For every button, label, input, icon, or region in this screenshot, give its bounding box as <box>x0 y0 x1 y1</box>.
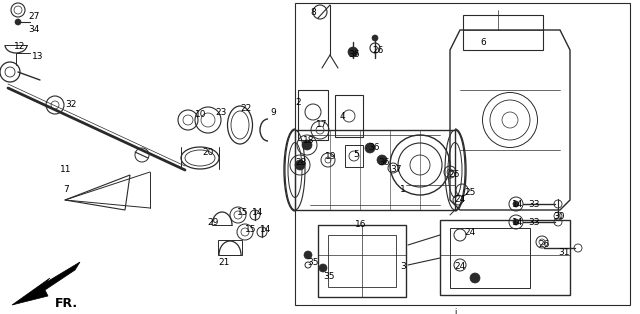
Circle shape <box>513 219 519 225</box>
Text: 26: 26 <box>448 170 460 179</box>
Text: 13: 13 <box>32 52 44 61</box>
Text: 15: 15 <box>245 225 257 234</box>
Text: 30: 30 <box>553 212 564 221</box>
Text: 21: 21 <box>218 258 229 267</box>
Bar <box>345 145 363 167</box>
Text: 25: 25 <box>464 188 476 197</box>
Text: 22: 22 <box>240 104 252 113</box>
Text: 27: 27 <box>28 12 40 21</box>
Text: 14: 14 <box>260 225 271 234</box>
Bar <box>318 225 406 297</box>
Circle shape <box>372 35 378 41</box>
Circle shape <box>348 47 358 57</box>
Circle shape <box>304 251 312 259</box>
Circle shape <box>319 264 327 272</box>
Text: 9: 9 <box>270 108 276 117</box>
Text: 24: 24 <box>464 228 476 237</box>
Text: 24: 24 <box>454 195 465 204</box>
Text: 8: 8 <box>310 8 316 17</box>
Circle shape <box>15 19 21 25</box>
Text: i: i <box>454 308 456 314</box>
Text: FR.: FR. <box>55 297 78 310</box>
Text: 37: 37 <box>390 165 401 174</box>
Text: 3: 3 <box>400 262 406 271</box>
Text: 36: 36 <box>368 143 380 152</box>
Bar <box>450 228 530 288</box>
Bar <box>218 240 242 255</box>
Circle shape <box>377 155 387 165</box>
Circle shape <box>295 160 305 170</box>
Circle shape <box>470 273 480 283</box>
Text: 1: 1 <box>400 185 406 194</box>
Text: 33: 33 <box>528 200 540 209</box>
Text: 24: 24 <box>454 262 465 271</box>
Text: 6: 6 <box>480 38 486 47</box>
Text: 23: 23 <box>215 108 227 117</box>
Text: 12: 12 <box>14 42 26 51</box>
Text: 11: 11 <box>60 165 72 174</box>
Circle shape <box>365 143 375 153</box>
Text: 31: 31 <box>558 248 570 257</box>
Text: 19: 19 <box>325 152 337 161</box>
Text: 34: 34 <box>28 25 40 34</box>
Bar <box>463 15 543 50</box>
Text: 32: 32 <box>65 100 76 109</box>
Text: 10: 10 <box>195 110 207 119</box>
Text: 35: 35 <box>323 272 335 281</box>
Text: 35: 35 <box>307 258 319 267</box>
Bar <box>295 3 630 305</box>
Text: 4: 4 <box>340 112 346 121</box>
Circle shape <box>302 140 312 150</box>
Text: 15: 15 <box>237 208 248 217</box>
Text: 36: 36 <box>378 158 390 167</box>
Text: 14: 14 <box>512 218 524 227</box>
Text: 28: 28 <box>295 158 307 167</box>
Bar <box>298 90 328 140</box>
Text: 33: 33 <box>528 218 540 227</box>
Text: 17: 17 <box>316 120 328 129</box>
Bar <box>440 220 570 295</box>
Text: 26: 26 <box>538 240 549 249</box>
Text: 14: 14 <box>512 200 524 209</box>
Text: 36: 36 <box>348 50 360 59</box>
Bar <box>295 130 455 210</box>
Bar <box>335 95 363 137</box>
Text: 26: 26 <box>372 46 383 55</box>
Text: 18: 18 <box>303 136 314 145</box>
Text: 7: 7 <box>63 185 68 194</box>
Bar <box>328 235 396 287</box>
Polygon shape <box>12 262 80 305</box>
Text: 5: 5 <box>353 150 359 159</box>
Circle shape <box>513 201 519 207</box>
Text: 2: 2 <box>295 98 301 107</box>
Text: 14: 14 <box>252 208 264 217</box>
Text: 16: 16 <box>355 220 367 229</box>
Text: 20: 20 <box>202 148 213 157</box>
Text: 29: 29 <box>207 218 218 227</box>
